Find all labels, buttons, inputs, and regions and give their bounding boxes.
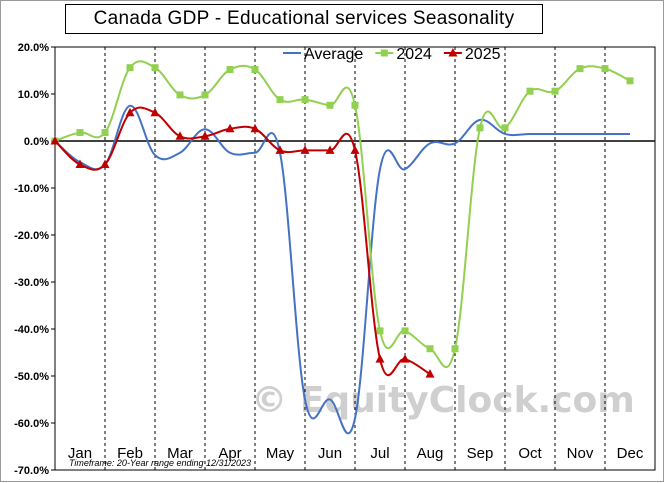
x-tick-label-jul: Jul [370,445,389,462]
legend-item-average: Average [283,46,363,63]
data-point [225,123,235,133]
data-point [376,327,384,335]
data-point [451,345,459,353]
data-point [151,64,159,72]
data-point [175,131,185,140]
legend-label-average: Average [304,46,363,63]
data-point [351,101,359,109]
series-2025 [50,106,435,378]
data-point [426,345,434,353]
chart-title: Canada GDP - Educational services Season… [65,4,543,34]
data-point [501,124,509,132]
data-point [576,65,584,73]
x-tick-label-dec: Dec [617,445,644,462]
y-tick-label: 20.0% [18,42,49,54]
x-tick-label-nov: Nov [567,445,594,462]
legend-marker [448,48,458,57]
data-point [375,354,385,363]
data-point [200,131,210,140]
series-2024 [51,60,634,368]
data-point [50,136,60,145]
legend-item-2025: 2025 [443,46,501,63]
legend-item-2024: 2024 [375,46,432,63]
x-tick-label-sep: Sep [467,445,494,462]
data-point [400,354,410,363]
data-point [325,145,335,154]
data-point [176,91,184,99]
series-line-average [54,104,630,435]
legend-marker [380,49,388,57]
x-tick-label-jun: Jun [318,445,342,462]
data-point [275,145,285,154]
data-point [226,66,234,74]
data-point [251,66,259,74]
y-tick-label: -30.0% [14,277,49,289]
data-point [626,77,634,85]
data-point [150,107,160,117]
x-tick-label-mar: Mar [167,445,193,462]
data-point [326,101,334,109]
watermark: © EquityClock.com [251,380,635,421]
data-point [101,129,109,137]
data-point [350,145,360,154]
y-tick-label: -50.0% [14,371,49,383]
x-tick-label-aug: Aug [417,445,444,462]
y-tick-label: -10.0% [14,183,49,195]
data-point [201,91,209,99]
data-point [425,369,435,378]
series-average [54,104,630,435]
y-tick-label: 10.0% [18,89,49,101]
y-tick-label: -60.0% [14,418,49,430]
legend-label-2024: 2024 [396,46,432,63]
data-point [476,124,484,132]
data-point [301,96,309,104]
data-point [276,96,284,104]
data-point [526,87,534,95]
y-tick-label: -70.0% [14,465,49,477]
timeframe-footnote: Timeframe: 20-Year range ending 12/31/20… [69,458,251,468]
data-point [100,159,110,168]
legend-label-2025: 2025 [465,46,501,63]
x-tick-label-feb: Feb [117,445,143,462]
data-point [300,145,310,154]
data-point [125,107,135,117]
y-tick-label: -40.0% [14,324,49,336]
y-tick-label: -20.0% [14,230,49,242]
data-point [551,87,559,95]
x-tick-label-oct: Oct [518,445,542,462]
data-point [250,123,260,133]
x-tick-label-apr: Apr [218,445,241,462]
data-point [601,65,609,73]
data-point [76,129,84,137]
data-point [75,159,85,168]
x-tick-label-may: May [266,445,295,462]
x-tick-label-jan: Jan [68,445,92,462]
y-tick-label: 0.0% [24,136,49,148]
data-point [126,64,134,72]
data-point [401,327,409,335]
